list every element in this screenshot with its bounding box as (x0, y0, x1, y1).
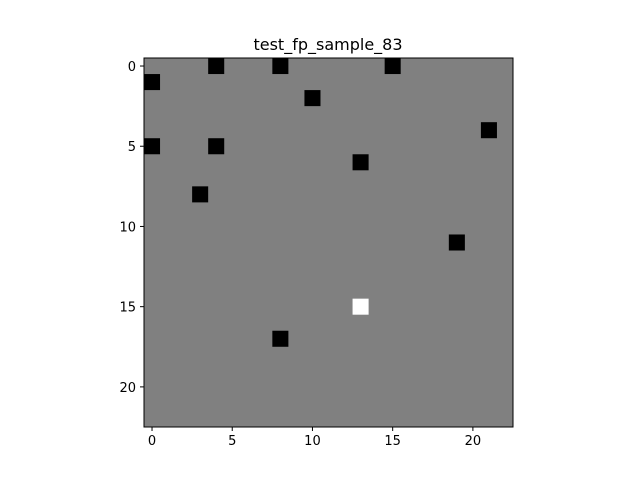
x-tick-label: 15 (384, 434, 401, 449)
heatmap-cell (144, 138, 161, 155)
x-axis: 0 5 10 15 20 (148, 427, 481, 449)
y-tick-label: 0 (128, 60, 136, 75)
y-axis: 0 5 10 15 20 (119, 60, 144, 396)
chart-title: test_fp_sample_83 (253, 35, 402, 55)
y-tick-label: 20 (119, 381, 136, 396)
y-tick-label: 5 (128, 140, 136, 155)
x-tick-label: 5 (228, 434, 236, 449)
heatmap-cell (192, 186, 209, 203)
heatmap-cell (352, 298, 369, 315)
x-tick-label: 20 (465, 434, 482, 449)
y-tick-label: 10 (119, 220, 136, 235)
heatmap-cell (144, 74, 161, 91)
heatmap-cell (272, 330, 289, 347)
heatmap-cell (384, 58, 401, 75)
heatmap-cell (352, 154, 369, 171)
heatmap-cell (448, 234, 465, 251)
heatmap-cell (272, 58, 289, 75)
heatmap-cell (208, 138, 225, 155)
x-tick-label: 10 (304, 434, 321, 449)
heatmap-cell (480, 122, 497, 139)
plot-area (143, 57, 514, 428)
heatmap-cell (208, 58, 225, 75)
plot-frame (143, 57, 514, 428)
heatmap-cell (304, 90, 321, 107)
x-tick-label: 0 (148, 434, 156, 449)
y-tick-label: 15 (119, 301, 136, 316)
